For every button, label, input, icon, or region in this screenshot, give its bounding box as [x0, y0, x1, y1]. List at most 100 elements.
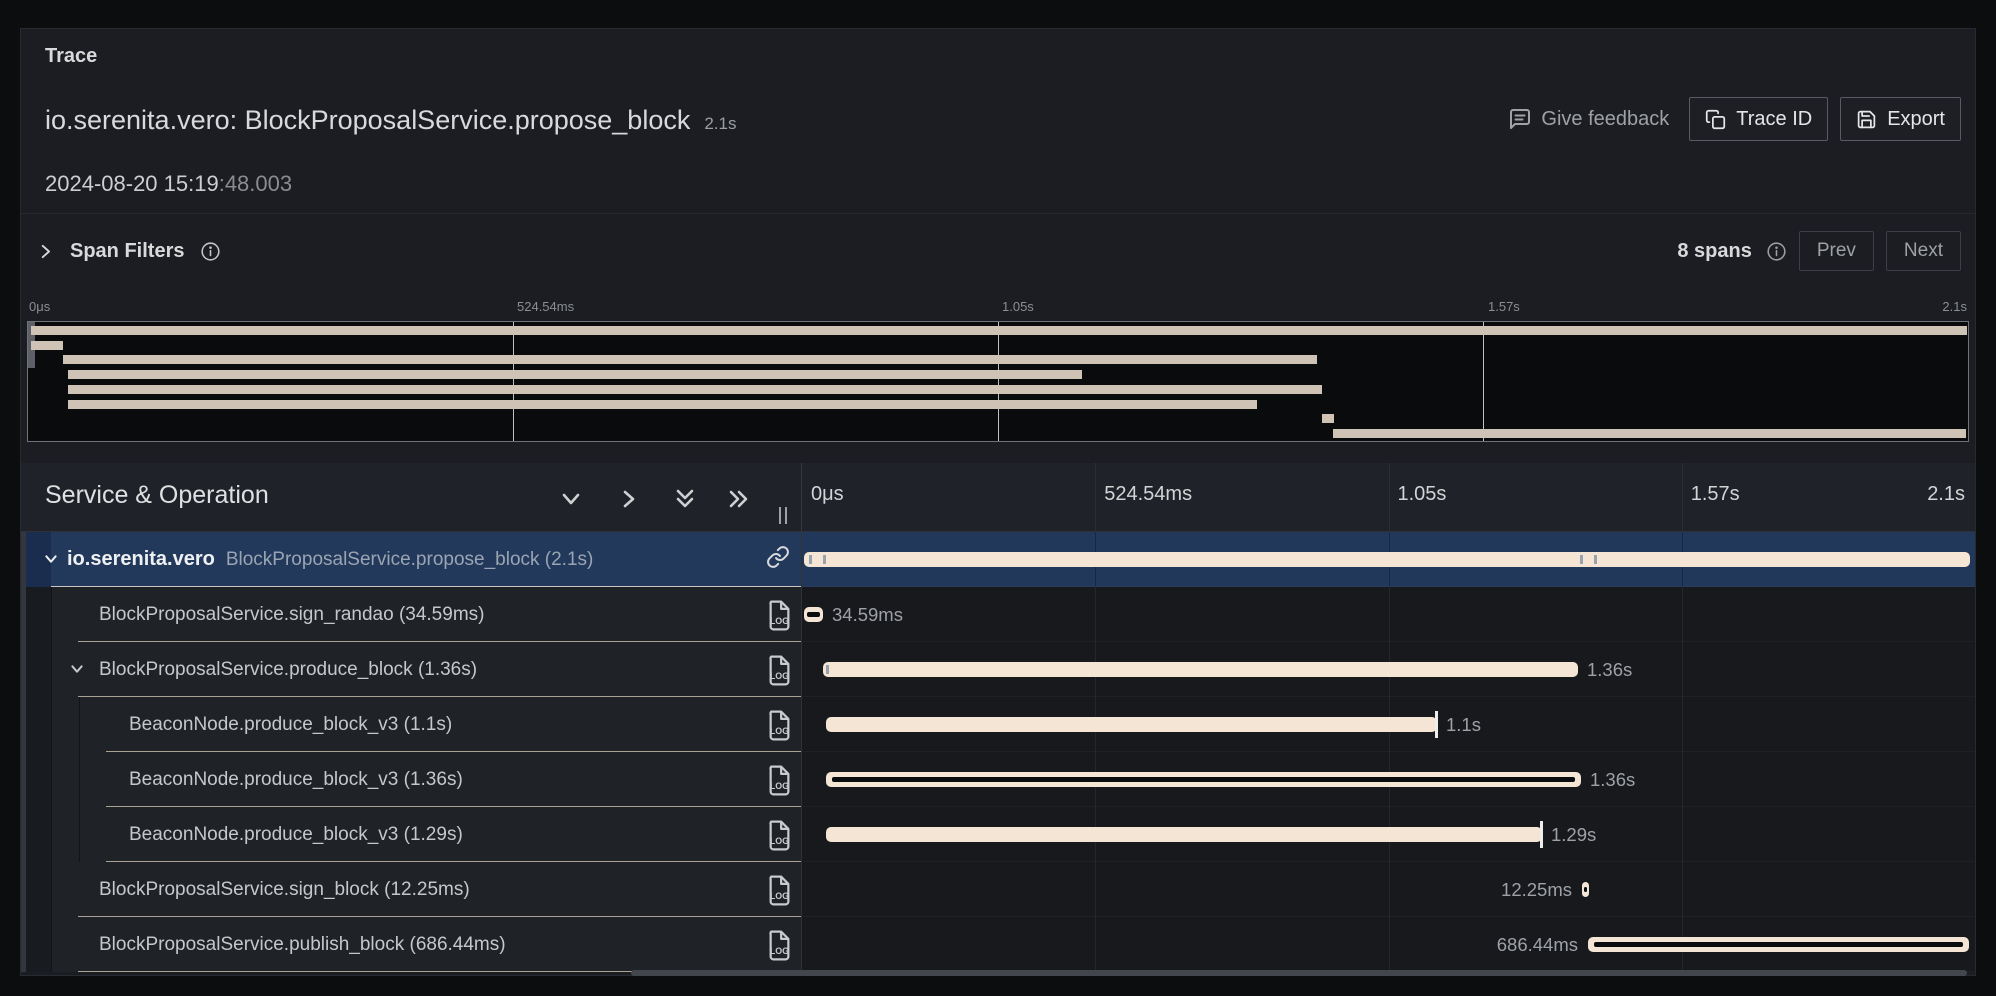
panel-title: Trace [45, 45, 98, 67]
span-row[interactable]: io.serenita.vero BlockProposalService.pr… [21, 532, 1975, 587]
log-marker [1540, 821, 1543, 848]
info-icon[interactable] [200, 241, 221, 262]
span-duration-bar[interactable] [1588, 937, 1969, 952]
column-resize-grip[interactable] [779, 507, 787, 524]
span-duration-bar[interactable] [1582, 882, 1589, 897]
span-name-cell[interactable]: BeaconNode.produce_block_v3 (1.29s) LOG [21, 807, 801, 862]
span-timeline-cell[interactable]: 686.44ms [801, 917, 1975, 972]
span-name-cell[interactable]: BeaconNode.produce_block_v3 (1.1s) LOG [21, 697, 801, 752]
span-row[interactable]: BlockProposalService.sign_block (12.25ms… [21, 862, 1975, 917]
span-logs-button[interactable]: LOG [766, 710, 794, 741]
span-row[interactable]: BeaconNode.produce_block_v3 (1.36s) LOG … [21, 752, 1975, 807]
collapse-one-icon[interactable] [559, 487, 583, 511]
span-timeline-cell[interactable]: 1.1s [801, 697, 1975, 752]
collapse-all-icon[interactable] [673, 487, 697, 511]
span-logs-button[interactable]: LOG [766, 765, 794, 796]
row-separator [78, 971, 801, 972]
span-timeline-cell[interactable]: 1.36s [801, 642, 1975, 697]
span-logs-button[interactable]: LOG [766, 930, 794, 961]
span-link-icon[interactable] [766, 545, 794, 575]
indent-guide [51, 917, 52, 972]
timeline-gridline [1681, 862, 1683, 917]
span-filters-label: Span Filters [70, 239, 185, 262]
span-duration-label: 34.59ms [832, 603, 903, 625]
timeline-gridline [1388, 862, 1390, 917]
info-icon[interactable] [1766, 241, 1787, 262]
span-duration-bar[interactable] [804, 552, 1970, 567]
span-row[interactable]: BlockProposalService.produce_block (1.36… [21, 642, 1975, 697]
trace-id-button[interactable]: Trace ID [1689, 97, 1829, 141]
indent-strip [21, 752, 51, 807]
span-duration-bar[interactable] [826, 772, 1581, 787]
collapse-chevron-icon[interactable] [43, 551, 59, 567]
timeline-gridline [1095, 917, 1097, 972]
span-name-cell[interactable]: io.serenita.vero BlockProposalService.pr… [21, 532, 801, 587]
span-name: BlockProposalService.publish_block (686.… [99, 933, 506, 955]
minimap-tick-label: 0μs [29, 299, 51, 314]
minimap-span-bar [68, 399, 1257, 409]
span-row[interactable]: BlockProposalService.sign_randao (34.59m… [21, 587, 1975, 642]
export-label: Export [1887, 107, 1945, 130]
row-separator [106, 806, 801, 807]
comment-icon [1508, 107, 1532, 131]
span-timeline-cell[interactable]: 12.25ms [801, 862, 1975, 917]
span-timeline-cell[interactable]: 1.36s [801, 752, 1975, 807]
row-separator [51, 586, 801, 587]
span-duration-bar[interactable] [826, 821, 1543, 848]
next-span-button[interactable]: Next [1885, 231, 1961, 271]
span-duration-bar[interactable] [804, 607, 823, 622]
timeline-gridline [1681, 807, 1683, 862]
trace-duration-badge: 2.1s [704, 114, 737, 133]
span-name-cell[interactable]: BlockProposalService.publish_block (686.… [21, 917, 801, 972]
expand-all-icon[interactable] [727, 487, 751, 511]
span-timeline-cell[interactable] [801, 532, 1975, 587]
export-button[interactable]: Export [1840, 97, 1961, 141]
span-name-cell[interactable]: BlockProposalService.sign_block (12.25ms… [21, 862, 801, 917]
timeline-ruler: 0μs 524.54ms 1.05s 1.57s 2.1s [801, 463, 1975, 531]
span-row[interactable]: BlockProposalService.publish_block (686.… [21, 917, 1975, 972]
timeline-tick-label: 1.05s [1397, 483, 1447, 505]
span-name: BlockProposalService.sign_randao (34.59m… [99, 603, 485, 625]
indent-guide [79, 752, 80, 807]
span-logs-button[interactable]: LOG [766, 600, 794, 631]
span-duration-bar[interactable] [826, 711, 1438, 738]
span-row[interactable]: BeaconNode.produce_block_v3 (1.29s) LOG … [21, 807, 1975, 862]
timeline-gridline [1388, 917, 1390, 972]
collapse-chevron-icon[interactable] [69, 661, 85, 677]
span-name: BlockProposalService.sign_block (12.25ms… [99, 878, 470, 900]
horizontal-scrollbar[interactable] [631, 970, 1967, 976]
row-separator [78, 916, 801, 917]
trace-timestamp: 2024-08-20 15:19:48.003 [45, 171, 292, 197]
chevron-right-icon [37, 243, 54, 260]
span-timeline-cell[interactable]: 1.29s [801, 807, 1975, 862]
timeline-tick-label: 1.57s [1690, 483, 1740, 505]
give-feedback-link[interactable]: Give feedback [1508, 107, 1669, 131]
span-logs-button[interactable]: LOG [766, 875, 794, 906]
span-name-cell[interactable]: BeaconNode.produce_block_v3 (1.36s) LOG [21, 752, 801, 807]
span-filters-toggle[interactable]: Span Filters [37, 229, 221, 273]
timeline-tick-label: 0μs [811, 483, 844, 505]
vertical-scrollbar[interactable] [21, 532, 26, 972]
indent-strip [21, 587, 51, 642]
expand-one-icon[interactable] [617, 487, 641, 511]
trace-minimap[interactable] [27, 321, 1969, 442]
timeline-gridline [1681, 697, 1683, 752]
timestamp-fraction: :48.003 [218, 171, 293, 196]
log-markers-dense [832, 777, 1575, 782]
span-row[interactable]: BeaconNode.produce_block_v3 (1.1s) LOG 1… [21, 697, 1975, 752]
service-name: io.serenita.vero [67, 548, 215, 570]
span-timeline-cell[interactable]: 34.59ms [801, 587, 1975, 642]
log-marker [1580, 555, 1583, 564]
trace-id-label: Trace ID [1736, 107, 1813, 130]
log-markers-dense [807, 612, 820, 617]
span-logs-button[interactable]: LOG [766, 820, 794, 851]
span-name-cell[interactable]: BlockProposalService.produce_block (1.36… [21, 642, 801, 697]
prev-span-button[interactable]: Prev [1798, 231, 1874, 271]
timeline-gridline [1681, 463, 1683, 531]
svg-text:LOG: LOG [770, 946, 789, 956]
span-duration-bar[interactable] [823, 662, 1578, 677]
span-logs-button[interactable]: LOG [766, 655, 794, 686]
give-feedback-label: Give feedback [1541, 107, 1670, 130]
span-name-cell[interactable]: BlockProposalService.sign_randao (34.59m… [21, 587, 801, 642]
svg-text:LOG: LOG [770, 836, 789, 846]
